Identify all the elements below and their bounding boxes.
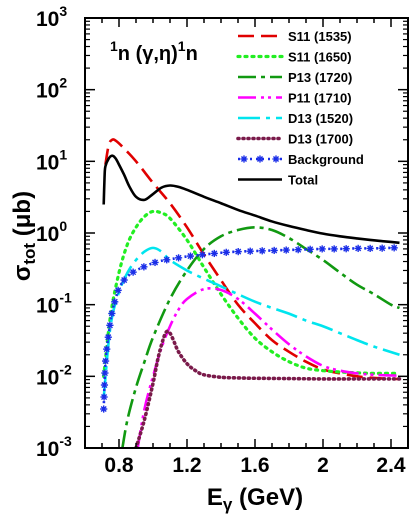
background-marker [270, 246, 278, 255]
y-tick-label: 101 [36, 146, 67, 174]
legend-label-p13-1720: P13 (1720) [288, 70, 352, 85]
background-marker [354, 244, 362, 252]
background-marker [100, 393, 108, 401]
annotation-core: n (γ,η) [118, 43, 178, 65]
y-axis-ticks: 10-3 10-2 10-1 100 101 102 103 [36, 3, 408, 461]
background-marker [101, 369, 109, 377]
background-marker [258, 247, 266, 255]
series-line-p11-1710 [136, 286, 400, 448]
y-axis-title: σtot (μb) [9, 191, 39, 281]
legend-label-background: Background [288, 152, 364, 167]
background-marker [342, 245, 350, 253]
background-marker [174, 254, 183, 262]
background-marker [114, 286, 122, 294]
x-tick-label: 1.6 [240, 454, 269, 477]
background-marker [100, 381, 109, 389]
legend-label-total: Total [288, 173, 318, 188]
x-axis-title-rest: (GeV) [232, 484, 303, 511]
reaction-annotation: 1n (γ,η)1n [110, 38, 198, 65]
background-marker [129, 268, 137, 276]
series-line-s11-1650 [102, 209, 402, 378]
legend-marker [272, 155, 280, 163]
y-tick-label: 100 [36, 218, 67, 246]
background-marker [101, 357, 110, 365]
series-line-d13-1520 [102, 246, 400, 399]
series-curves [100, 138, 402, 448]
x-tick-label: 1.2 [172, 454, 201, 477]
legend: S11 (1535) S11 (1650) P13 (1720) P11 (1710)… [236, 29, 364, 188]
background-marker [222, 248, 230, 256]
y-tick-label: 102 [36, 75, 67, 103]
y-axis-title-sub: tot [20, 243, 39, 265]
background-marker [111, 298, 119, 306]
background-marker [294, 246, 302, 254]
background-marker [100, 405, 108, 413]
background-marker [186, 252, 195, 260]
background-marker [366, 244, 374, 253]
annotation-sup-1: 1 [110, 38, 118, 54]
background-marker [108, 309, 116, 318]
background-marker [163, 256, 171, 264]
annotation-sup-2: 1 [178, 38, 186, 54]
x-tick-label: 0.8 [104, 454, 134, 477]
legend-label-s11-1535: S11 (1535) [288, 29, 352, 44]
background-marker [140, 263, 148, 271]
x-axis-title-main: E [207, 484, 223, 511]
background-marker [306, 245, 314, 253]
y-tick-label: 10-2 [36, 361, 72, 389]
x-tick-label: 2.4 [376, 454, 406, 477]
y-axis-title-main: σ [9, 265, 36, 281]
y-axis-title-rest: (μb) [9, 191, 36, 243]
legend-marker [240, 155, 248, 163]
background-marker [390, 244, 398, 252]
background-marker [318, 245, 326, 253]
series-line-p13-1720 [121, 226, 400, 448]
background-marker [104, 333, 112, 341]
x-tick-label: 2 [317, 454, 329, 477]
background-marker [151, 258, 159, 267]
annotation-tail: n [186, 43, 198, 65]
legend-label-d13-1700: D13 (1700) [288, 132, 353, 147]
background-marker [106, 321, 114, 329]
y-tick-label: 10-3 [36, 433, 72, 461]
legend-label-d13-1520: D13 (1520) [288, 111, 353, 126]
y-tick-label: 103 [36, 3, 67, 31]
x-axis-title: Eγ (GeV) [207, 484, 303, 514]
x-axis-ticks: 0.8 1.2 1.6 2 2.4 [84, 18, 409, 477]
background-marker [246, 247, 254, 255]
background-marker [210, 249, 218, 258]
background-marker [120, 276, 128, 284]
background-marker [234, 247, 242, 256]
plot-frame [84, 17, 409, 449]
legend-marker [256, 155, 264, 163]
series-line-background [102, 246, 400, 410]
legend-label-p11-1710: P11 (1710) [288, 91, 352, 106]
background-marker [330, 245, 338, 253]
background-marker [378, 244, 386, 252]
series-line-total [102, 154, 400, 245]
series-line-d13-1700 [134, 329, 402, 448]
background-marker [103, 345, 111, 353]
background-marker [198, 251, 206, 259]
background-marker [282, 246, 290, 254]
legend-label-s11-1650: S11 (1650) [288, 50, 352, 65]
y-tick-label: 10-1 [36, 290, 72, 318]
x-axis-title-sub: γ [223, 495, 233, 514]
